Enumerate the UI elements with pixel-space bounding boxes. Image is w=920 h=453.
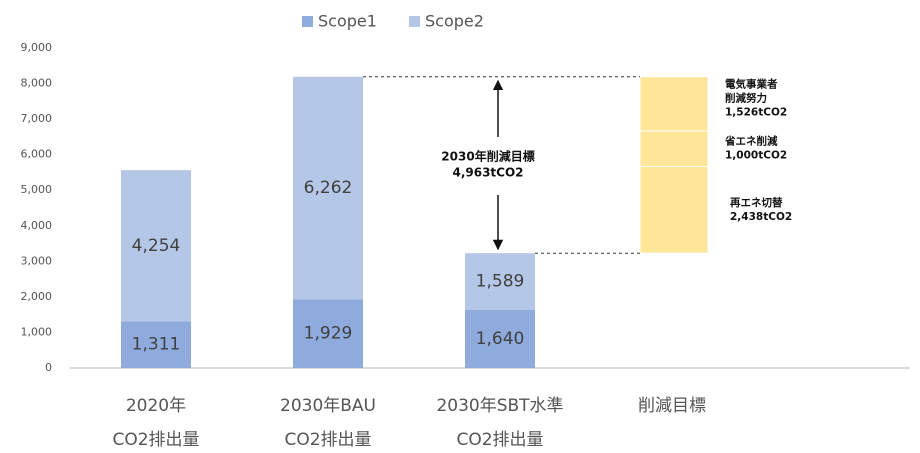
legend-label: Scope2	[425, 12, 484, 31]
x-tick-label: 2030年BAU	[280, 396, 376, 416]
x-tick-label: CO2排出量	[284, 430, 371, 450]
annotation: 4,963tCO2	[452, 165, 523, 179]
y-tick-label: 9,000	[21, 41, 53, 54]
reduction-label: 削減努力	[725, 92, 767, 105]
legend-swatch	[302, 16, 313, 27]
bar-segment	[465, 253, 535, 310]
bar-value-label: 1,929	[304, 324, 353, 344]
legend-label: Scope1	[318, 12, 377, 31]
y-tick-label: 0	[45, 361, 52, 374]
reduction-label: 再エネ切替	[730, 196, 783, 209]
y-tick-label: 8,000	[21, 77, 53, 90]
y-tick-label: 1,000	[21, 325, 53, 338]
reduction-label: 省エネ削減	[724, 135, 778, 148]
bar-value-label: 6,262	[304, 178, 353, 198]
bar-segment	[465, 309, 535, 368]
x-tick-label: CO2排出量	[456, 430, 543, 450]
annotation: 2030年削減目標	[441, 148, 534, 163]
bar-segment	[293, 299, 363, 368]
bar-segment	[121, 170, 191, 322]
x-tick-label: 削減目標	[638, 396, 706, 416]
x-tick-label: 2030年SBT水準	[436, 396, 563, 416]
bar-value-label: 1,311	[132, 335, 181, 355]
reduction-segment	[639, 130, 709, 168]
bar-value-label: 1,589	[476, 271, 525, 291]
legend-swatch	[409, 16, 420, 27]
reduction-value-label: 1,526tCO2	[725, 107, 787, 119]
reduction-label: 電気事業者	[725, 78, 778, 91]
bar-segment	[121, 321, 191, 368]
bar-segment	[293, 76, 363, 300]
y-tick-label: 6,000	[21, 148, 53, 161]
reduction-value-label: 1,000tCO2	[725, 150, 787, 162]
y-tick-label: 4,000	[21, 219, 53, 232]
x-tick-label: CO2排出量	[112, 430, 199, 450]
reduction-segment	[639, 166, 709, 254]
y-tick-label: 7,000	[21, 112, 53, 125]
bar-value-label: 4,254	[132, 236, 181, 256]
reduction-segment	[639, 76, 709, 132]
bar-value-label: 1,640	[476, 329, 525, 349]
x-tick-label: 2020年	[126, 396, 186, 416]
y-tick-label: 2,000	[21, 290, 53, 303]
y-tick-label: 5,000	[21, 183, 53, 196]
reduction-value-label: 2,438tCO2	[730, 211, 792, 223]
y-tick-label: 3,000	[21, 254, 53, 267]
